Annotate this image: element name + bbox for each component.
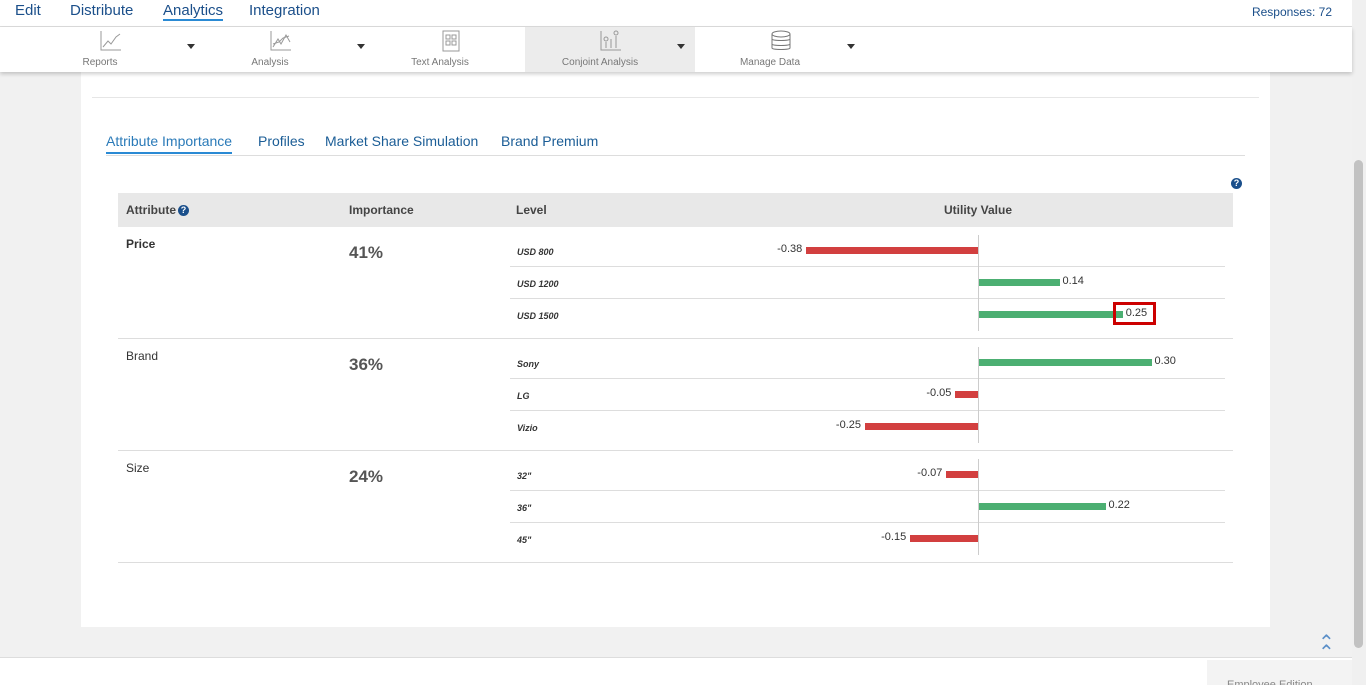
toolbar-label: Manage Data	[739, 57, 801, 68]
highlight-box	[1113, 302, 1156, 325]
nav-analytics[interactable]: Analytics	[163, 2, 224, 21]
zero-axis	[978, 523, 979, 555]
level-row: Vizio -0.25	[510, 411, 1225, 443]
utility-label: 0.30	[1154, 355, 1176, 367]
content-panel	[81, 72, 1270, 627]
importance-value: 24%	[349, 467, 384, 486]
level-row: USD 1200 0.14	[510, 267, 1225, 299]
importance-value: 36%	[349, 355, 384, 374]
attribute-group: Price 41% USD 800 -0.38 USD 1200 0.14 US…	[118, 227, 1233, 339]
toolbar-label: Text Analysis	[411, 57, 469, 68]
footer-bar	[0, 657, 1352, 685]
utility-bar	[979, 359, 1152, 366]
level-name: USD 1200	[517, 279, 559, 289]
utility-label: 0.25	[1125, 307, 1148, 319]
zero-axis	[978, 379, 979, 411]
nav-edit[interactable]: Edit	[15, 2, 41, 19]
toolbar-label: Conjoint Analysis	[561, 57, 639, 68]
level-name: 36"	[517, 503, 532, 513]
level-row: Sony 0.30	[510, 347, 1225, 379]
utility-label: 0.22	[1108, 499, 1130, 511]
utility-label: -0.05	[926, 387, 952, 399]
zero-axis	[978, 347, 979, 379]
level-name: USD 1500	[517, 311, 559, 321]
caret-down-icon[interactable]	[847, 44, 855, 49]
zero-axis	[978, 267, 979, 299]
toolbar-analysis[interactable]: Analysis	[195, 27, 365, 72]
utility-bar	[955, 391, 978, 398]
caret-down-icon[interactable]	[187, 44, 195, 49]
utility-label: -0.38	[777, 243, 803, 255]
toolbar-manage-data[interactable]: Manage Data	[695, 27, 865, 72]
utility-bar	[806, 247, 978, 254]
level-row: 36" 0.22	[510, 491, 1225, 523]
toolbar-label: Analysis	[251, 57, 289, 68]
help-icon[interactable]: ?	[178, 205, 189, 216]
utility-label: -0.15	[881, 531, 907, 543]
level-row: USD 1500 0.25	[510, 299, 1225, 331]
toolbar-reports[interactable]: Reports	[25, 27, 195, 72]
analysis-tabs: Attribute Importance Profiles Market Sha…	[106, 133, 1245, 156]
tab-attribute-importance[interactable]: Attribute Importance	[106, 133, 233, 154]
level-name: LG	[517, 391, 530, 401]
level-name: 45"	[517, 535, 532, 545]
nav-distribute[interactable]: Distribute	[70, 2, 134, 19]
utility-bar	[865, 423, 978, 430]
text-analysis-icon	[442, 30, 460, 52]
utility-label: -0.25	[835, 419, 861, 431]
level-name: 32"	[517, 471, 532, 481]
toolbar-conjoint-analysis[interactable]: Conjoint Analysis	[525, 27, 695, 72]
attribute-group: Size 24% 32" -0.07 36" 0.22 45" -0.15	[118, 451, 1233, 563]
zero-axis	[978, 459, 979, 491]
zero-axis	[978, 491, 979, 523]
header-level: Level	[516, 203, 547, 217]
attribute-group: Brand 36% Sony 0.30 LG -0.05 Vizio -0.25	[118, 339, 1233, 451]
zero-axis	[978, 299, 979, 331]
attribute-name: Price	[126, 237, 156, 251]
caret-down-icon[interactable]	[677, 44, 685, 49]
level-row: 45" -0.15	[510, 523, 1225, 555]
toolbar: Reports Analysis Text Analysis Conjoint …	[0, 27, 1352, 72]
zero-axis	[978, 235, 979, 267]
toolbar-text-analysis[interactable]: Text Analysis	[365, 27, 535, 72]
attribute-name: Brand	[126, 349, 159, 363]
caret-down-icon[interactable]	[357, 44, 365, 49]
table-header: Attribute ? Importance Level Utility Val…	[118, 193, 1233, 227]
utility-bar	[979, 311, 1123, 318]
toolbar-label: Reports	[82, 57, 118, 68]
level-row: LG -0.05	[510, 379, 1225, 411]
tab-market-share-simulation[interactable]: Market Share Simulation	[325, 133, 479, 149]
level-name: USD 800	[517, 247, 554, 257]
analysis-chart-icon	[270, 31, 291, 51]
level-name: Vizio	[517, 423, 538, 433]
importance-value: 41%	[349, 243, 384, 262]
level-name: Sony	[517, 359, 540, 369]
utility-bar	[946, 471, 978, 478]
help-icon[interactable]: ?	[1231, 178, 1242, 189]
conjoint-icon	[600, 30, 621, 51]
utility-label: -0.07	[917, 467, 943, 479]
tab-brand-premium[interactable]: Brand Premium	[501, 133, 599, 149]
level-row: USD 800 -0.38	[510, 235, 1225, 267]
zero-axis	[978, 411, 979, 443]
header-importance: Importance	[349, 203, 414, 217]
divider	[92, 97, 1259, 98]
header-utility-value: Utility Value	[944, 203, 1013, 217]
nav-integration[interactable]: Integration	[249, 2, 320, 19]
scroll-top-icon[interactable]: ⌃ ⌃	[1318, 632, 1335, 664]
utility-label: 0.14	[1062, 275, 1084, 287]
edition-label: Employee Edition	[1207, 660, 1352, 685]
line-chart-icon	[100, 31, 121, 51]
scrollbar-thumb[interactable]	[1354, 160, 1363, 648]
attribute-name: Size	[126, 461, 150, 475]
utility-bar	[979, 279, 1060, 286]
utility-bar	[979, 503, 1106, 510]
utility-bar	[910, 535, 978, 542]
top-nav: Edit Distribute Analytics Integration Re…	[0, 0, 1352, 27]
level-row: 32" -0.07	[510, 459, 1225, 491]
responses-count: Responses: 72	[1251, 5, 1332, 19]
database-icon	[771, 30, 791, 50]
tab-profiles[interactable]: Profiles	[258, 133, 305, 149]
header-attribute: Attribute	[126, 203, 176, 217]
